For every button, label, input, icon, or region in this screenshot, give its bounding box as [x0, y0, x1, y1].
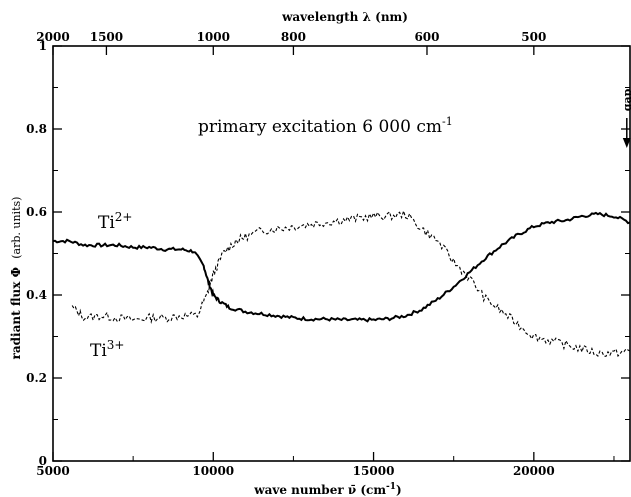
y-tick-label: 0.6: [26, 205, 47, 219]
y-axis-title: radiant flux Φ (arb. units): [9, 197, 23, 360]
y-tick-label: 0.4: [26, 288, 47, 302]
gap-label: gap: [621, 88, 631, 111]
y-axis-ticks: 0 0.2 0.4 0.6 0.8 1: [26, 39, 630, 468]
x-tick-label: 15000: [353, 464, 395, 478]
svg-text:gap: gap: [621, 88, 631, 111]
top-tick-label: 800: [281, 30, 306, 44]
y-tick-label: 1: [39, 39, 47, 53]
y-tick-label: 0.8: [26, 122, 47, 136]
y-tick-label: 0.2: [26, 371, 47, 385]
x-tick-label: 5000: [36, 464, 69, 478]
top-tick-label: 500: [521, 30, 546, 44]
x-axis-ticks: 5000 10000 15000 20000: [36, 452, 615, 478]
series-label-ti3: Ti3+: [90, 338, 124, 361]
series-line-ti3: [71, 209, 631, 358]
top-axis-title: wavelength λ (nm): [281, 10, 408, 24]
series-line-ti2: [52, 211, 631, 323]
top-tick-label: 1000: [197, 30, 230, 44]
y-tick-label: 0: [39, 454, 47, 468]
top-tick-label: 1500: [90, 30, 123, 44]
top-tick-label: 600: [414, 30, 439, 44]
plot-frame: [52, 45, 631, 462]
x-axis-title: wave number ν̄ (cm-1): [253, 482, 401, 497]
svg-text:radiant flux Φ (arb. uni: radiant flux Φ (arb. units): [9, 197, 23, 360]
x-tick-label: 10000: [192, 464, 234, 478]
top-axis-ticks: 2000 1500 1000 800 600 500: [36, 30, 546, 55]
gap-arrow-icon: [622, 118, 631, 148]
top-tick-label: 2000: [36, 30, 69, 44]
excitation-annotation: primary excitation 6 000 cm-1: [198, 115, 453, 137]
series-label-ti2: Ti2+: [98, 210, 132, 233]
x-tick-label: 20000: [513, 464, 555, 478]
